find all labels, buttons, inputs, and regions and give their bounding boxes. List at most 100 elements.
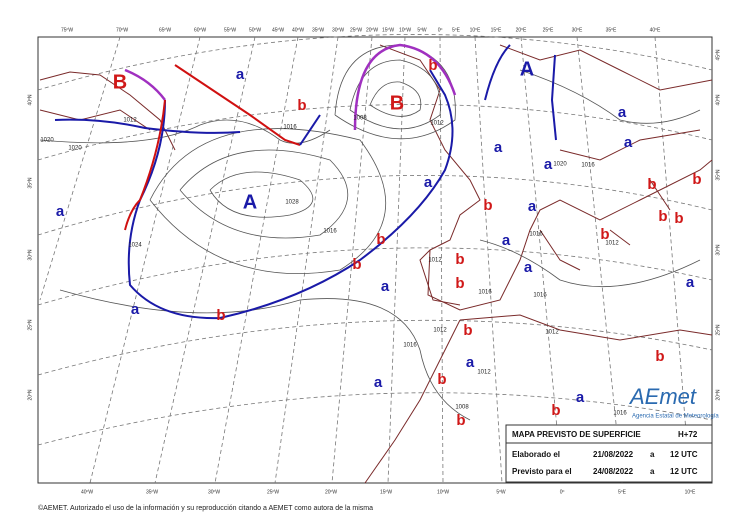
low-pressure: B (113, 71, 127, 93)
legend-date: 24/08/2022 (593, 467, 634, 476)
isobar-label: 1012 (477, 370, 491, 376)
high-pressure: a (381, 278, 390, 295)
legend-label: Previsto para el (512, 467, 572, 476)
high-pressure: a (56, 203, 65, 220)
longitude-label: 20ºW (325, 489, 337, 495)
low-pressure: b (483, 197, 492, 214)
isobar-label: 1020 (40, 138, 54, 144)
longitude-label: 25ºW (267, 489, 279, 495)
high-pressure: A (243, 191, 257, 213)
isobar-label: 1024 (128, 243, 142, 249)
high-pressure: a (528, 198, 537, 215)
legend-time: 12 UTC (670, 450, 698, 459)
low-pressure: b (647, 176, 656, 193)
longitude-label: 15ºW (380, 489, 392, 495)
high-pressure: a (494, 139, 503, 156)
longitude-label: 10ºW (437, 489, 449, 495)
legend-time: 12 UTC (670, 467, 698, 476)
legend-range: H+72 (678, 430, 698, 439)
longitude-label: 30ºE (572, 27, 583, 33)
longitude-label: 75ºW (61, 27, 73, 33)
low-pressure: b (437, 371, 446, 388)
high-pressure: a (502, 232, 511, 249)
longitude-label: 0º (560, 489, 565, 495)
footer: ©AEMET. Autorizado el uso de la informac… (38, 504, 373, 512)
longitude-label: 10ºE (470, 27, 481, 33)
longitude-label: 5ºE (618, 489, 627, 495)
high-pressure: a (576, 389, 585, 406)
longitude-label: 30ºW (208, 489, 220, 495)
isobar-label: 1012 (430, 121, 444, 127)
legend-sep: a (650, 467, 655, 476)
high-pressure: a (624, 134, 633, 151)
longitude-label: 40ºE (650, 27, 661, 33)
legend-title: MAPA PREVISTO DE SUPERFICIE (512, 430, 641, 439)
latitude-label: 35ºN (27, 177, 33, 188)
longitude-label: 15ºE (491, 27, 502, 33)
longitude-label: 40ºW (292, 27, 304, 33)
map-frame (37, 36, 713, 484)
low-pressure: b (216, 307, 225, 324)
latitude-label: 40ºN (715, 94, 721, 105)
high-pressure: a (686, 274, 695, 291)
longitude-label: 30ºW (332, 27, 344, 33)
high-pressure: a (524, 259, 533, 276)
isobar-label: 1016 (613, 411, 627, 417)
high-pressure: a (466, 354, 475, 371)
fronts (54, 43, 557, 320)
longitude-label: 20ºE (516, 27, 527, 33)
isobar-label: 1020 (68, 146, 82, 152)
low-pressure: b (658, 208, 667, 225)
low-pressure: b (455, 251, 464, 268)
low-pressure: b (463, 322, 472, 339)
isobar-label: 1016 (283, 125, 297, 131)
isobar-label: 1016 (533, 293, 547, 299)
longitude-label: 60ºW (194, 27, 206, 33)
isobar-label: 1016 (478, 290, 492, 296)
isobar-label: 1016 (403, 343, 417, 349)
longitude-label: 35ºE (606, 27, 617, 33)
coastlines (39, 44, 713, 484)
longitude-label: 10ºE (685, 489, 696, 495)
isobar-label: 1016 (581, 163, 595, 169)
isobar-label: 1012 (123, 118, 137, 124)
logo-name: AEmet (628, 384, 697, 409)
low-pressure: b (297, 97, 306, 114)
longitude-label: 25ºE (543, 27, 554, 33)
isobar-label: 1012 (605, 241, 619, 247)
isobar-label: 1016 (529, 232, 543, 238)
high-pressure: a (618, 104, 627, 121)
high-pressure: a (374, 374, 383, 391)
latitude-label: 20ºN (27, 389, 33, 400)
low-pressure: b (692, 171, 701, 188)
low-pressure: b (428, 57, 437, 74)
longitude-label: 50ºW (249, 27, 261, 33)
longitude-label: 5ºE (452, 27, 461, 33)
high-pressure: A (520, 58, 534, 80)
isobar-label: 1020 (553, 162, 567, 168)
high-pressure: a (236, 66, 245, 83)
legend-date: 21/08/2022 (593, 450, 634, 459)
longitude-label: 0º (438, 27, 443, 33)
isobar-label: 1008 (353, 116, 367, 122)
low-pressure: b (455, 275, 464, 292)
high-pressure: a (131, 301, 140, 318)
high-pressure: a (544, 156, 553, 173)
low-pressure: b (551, 402, 560, 419)
longitude-label: 65ºW (159, 27, 171, 33)
low-pressure: b (655, 348, 664, 365)
low-pressure: b (674, 210, 683, 227)
longitude-label: 25ºW (350, 27, 362, 33)
isobar-label: 1028 (285, 200, 299, 206)
latitude-label: 25ºN (27, 319, 33, 330)
low-pressure: b (376, 231, 385, 248)
latitude-label: 30ºN (715, 244, 721, 255)
longitude-label: 10ºW (399, 27, 411, 33)
low-pressure: b (600, 226, 609, 243)
longitude-label: 35ºW (146, 489, 158, 495)
low-pressure: b (352, 256, 361, 273)
isobar-label: 1016 (323, 229, 337, 235)
longitude-label: 70ºW (116, 27, 128, 33)
latitude-label: 45ºN (715, 49, 721, 60)
